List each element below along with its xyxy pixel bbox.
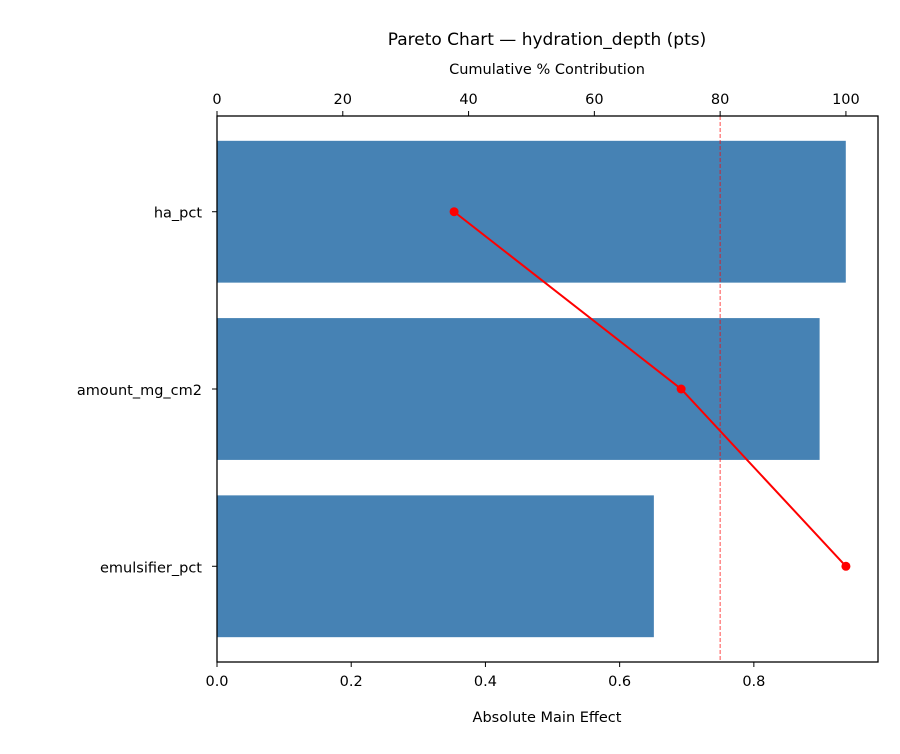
x2-tick-label: 40 [459,92,477,108]
y-tick-label: amount_mg_cm2 [77,383,202,399]
x2-tick-label: 0 [212,92,221,108]
x2-tick-label: 100 [832,92,860,108]
y-tick-label: emulsifier_pct [100,560,202,576]
x-tick-label: 0.2 [340,674,363,690]
cumulative-point [676,384,686,394]
y-tick-label: ha_pct [154,206,203,222]
x2-axis-label: Cumulative % Contribution [449,62,645,78]
x-axis-label: Absolute Main Effect [473,710,622,726]
chart-title: Pareto Chart — hydration_depth (pts) [388,30,707,50]
x-tick-label: 0.8 [742,674,765,690]
x-tick-label: 0.4 [474,674,497,690]
x2-tick-label: 80 [711,92,729,108]
cumulative-point [449,207,459,217]
plot-frame [216,115,879,663]
x-tick-label: 0.0 [205,674,228,690]
cumulative-point [841,561,851,571]
bar-amount_mg_cm2 [217,318,820,460]
x2-tick-label: 60 [585,92,603,108]
bar-ha_pct [217,140,846,283]
x-tick-label: 0.6 [608,674,631,690]
bar-emulsifier_pct [217,495,654,638]
x2-tick-label: 20 [334,92,352,108]
